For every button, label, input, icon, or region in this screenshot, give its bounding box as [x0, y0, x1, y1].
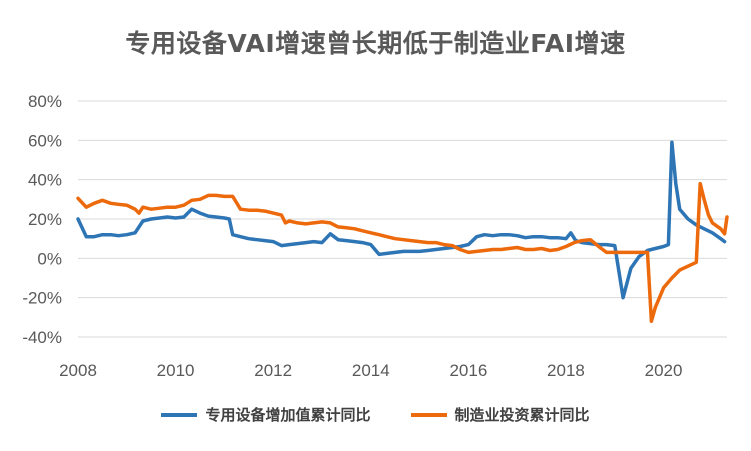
x-tick-label: 2020 [645, 361, 683, 380]
x-axis-ticks: 2008 2010 2012 2014 2016 2018 2020 [59, 361, 682, 380]
y-tick-label: -20% [22, 289, 62, 308]
x-tick-label: 2010 [157, 361, 195, 380]
chart-title: 专用设备VAI增速曾长期低于制造业FAI增速 [125, 29, 626, 58]
x-tick-label: 2008 [59, 361, 97, 380]
y-axis-ticks: -40% -20% 0% 20% 40% 60% 80% [22, 92, 62, 347]
y-tick-label: 20% [28, 210, 62, 229]
series-line-special-equipment [76, 140, 727, 300]
x-tick-label: 2012 [254, 361, 292, 380]
y-tick-label: 80% [28, 92, 62, 111]
y-tick-label: 40% [28, 171, 62, 190]
x-tick-label: 2016 [449, 361, 487, 380]
y-tick-label: 0% [37, 249, 62, 268]
series-lines [76, 140, 729, 324]
x-tick-label: 2014 [352, 361, 390, 380]
series-line-manufacturing-fai [76, 181, 729, 324]
y-tick-label: -40% [22, 328, 62, 347]
legend-item-manufacturing-fai: 制造业投资累计同比 [410, 404, 590, 425]
legend-item-special-equipment: 专用设备增加值累计同比 [161, 404, 371, 425]
x-tick-label: 2018 [547, 361, 585, 380]
legend: 专用设备增加值累计同比 制造业投资累计同比 [0, 404, 751, 425]
legend-swatch-orange [410, 412, 447, 417]
legend-label-special-equipment: 专用设备增加值累计同比 [205, 406, 371, 424]
legend-label-manufacturing-fai: 制造业投资累计同比 [454, 406, 590, 424]
gridlines [78, 100, 727, 338]
y-tick-label: 60% [28, 131, 62, 150]
legend-swatch-blue [161, 412, 198, 417]
